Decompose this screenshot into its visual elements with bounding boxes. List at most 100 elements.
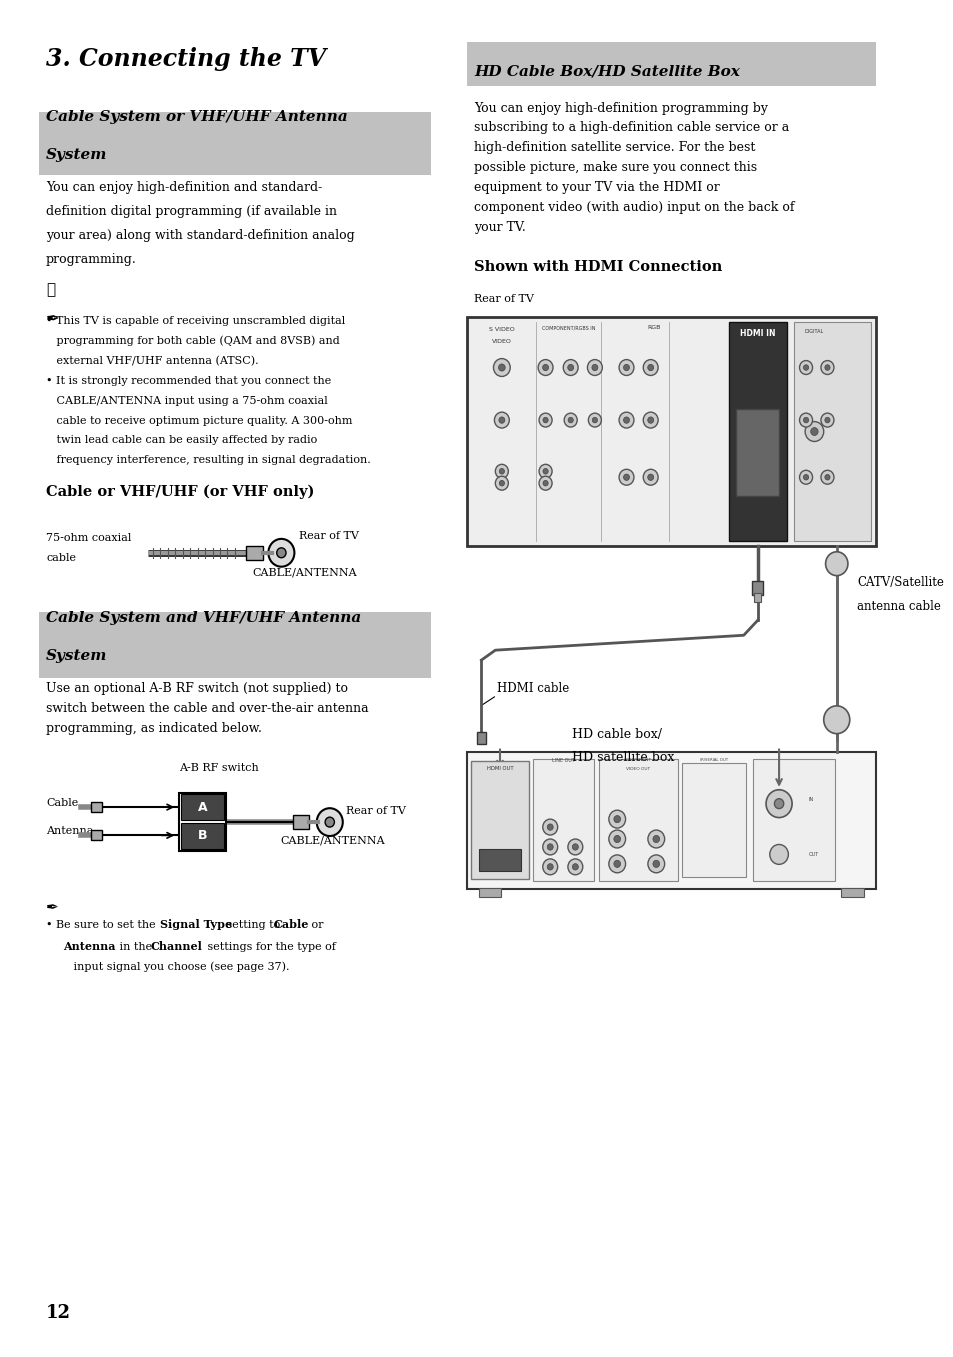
Bar	[246, 546, 262, 559]
Bar	[841, 887, 862, 897]
Circle shape	[799, 471, 812, 484]
Text: B: B	[197, 829, 207, 841]
Bar	[598, 760, 677, 881]
Text: Rear of TV: Rear of TV	[474, 294, 534, 304]
Circle shape	[802, 365, 808, 370]
Text: Antenna: Antenna	[63, 942, 115, 953]
Bar	[91, 830, 102, 840]
Circle shape	[542, 418, 548, 423]
Bar	[736, 408, 779, 495]
Circle shape	[608, 830, 625, 848]
Circle shape	[563, 413, 577, 427]
Circle shape	[652, 860, 659, 867]
Bar	[752, 760, 834, 881]
Circle shape	[495, 464, 508, 478]
Circle shape	[493, 358, 510, 376]
Circle shape	[765, 790, 791, 817]
Text: • Be sure to set the: • Be sure to set the	[46, 920, 159, 931]
Text: your area) along with standard-definition analog: your area) along with standard-definitio…	[46, 229, 355, 242]
Circle shape	[802, 475, 808, 480]
Text: CABLE/ANTENNA: CABLE/ANTENNA	[280, 836, 385, 845]
Circle shape	[495, 476, 508, 490]
Circle shape	[567, 418, 573, 423]
Text: Cable: Cable	[274, 920, 309, 931]
Text: COMPONENT: COMPONENT	[623, 757, 651, 761]
Circle shape	[799, 413, 812, 427]
Bar	[478, 887, 500, 897]
Bar	[181, 794, 223, 820]
Text: HDMI cable: HDMI cable	[497, 683, 569, 695]
Text: HD Cable Box/HD Satellite Box: HD Cable Box/HD Satellite Box	[474, 65, 739, 79]
Text: ✒: ✒	[46, 311, 60, 328]
Circle shape	[647, 417, 653, 423]
Text: Cable System or VHF/UHF Antenna: Cable System or VHF/UHF Antenna	[46, 110, 348, 125]
Circle shape	[810, 427, 818, 436]
Text: System: System	[46, 649, 108, 664]
Circle shape	[498, 417, 504, 423]
Circle shape	[769, 844, 787, 864]
Text: frequency interference, resulting in signal degradation.: frequency interference, resulting in sig…	[46, 456, 371, 465]
Circle shape	[642, 470, 658, 486]
Text: Cable System and VHF/UHF Antenna: Cable System and VHF/UHF Antenna	[46, 612, 361, 626]
Text: You can enjoy high-definition and standard-: You can enjoy high-definition and standa…	[46, 180, 322, 194]
Circle shape	[542, 859, 558, 875]
Circle shape	[316, 809, 342, 836]
Bar	[293, 816, 309, 829]
Circle shape	[824, 552, 847, 575]
Circle shape	[498, 468, 504, 474]
Text: 🖊: 🖊	[46, 282, 55, 297]
Circle shape	[276, 548, 286, 558]
Circle shape	[572, 863, 578, 870]
Text: component video (with audio) input on the back of: component video (with audio) input on th…	[474, 201, 794, 214]
Circle shape	[799, 361, 812, 375]
Text: HD cable box/: HD cable box/	[571, 727, 661, 741]
Bar	[91, 802, 102, 811]
Bar	[471, 761, 528, 879]
Circle shape	[647, 364, 653, 370]
Bar	[533, 760, 594, 881]
Text: setting to: setting to	[223, 920, 283, 931]
Circle shape	[647, 830, 664, 848]
Circle shape	[542, 364, 548, 370]
Bar	[466, 318, 875, 546]
Circle shape	[547, 863, 553, 870]
Circle shape	[618, 360, 634, 376]
Circle shape	[824, 418, 829, 423]
Circle shape	[547, 844, 553, 849]
Circle shape	[608, 810, 625, 828]
Text: DIGITAL: DIGITAL	[804, 330, 823, 334]
Circle shape	[647, 474, 653, 480]
Circle shape	[608, 855, 625, 873]
Bar	[728, 322, 785, 541]
Bar	[179, 794, 225, 851]
Circle shape	[567, 364, 573, 370]
Text: Signal Type: Signal Type	[159, 920, 232, 931]
Bar	[681, 764, 745, 877]
Text: settings for the type of: settings for the type of	[204, 942, 335, 953]
Text: VIDEO OUT: VIDEO OUT	[625, 768, 649, 771]
Circle shape	[623, 474, 629, 480]
Text: HD satellite box: HD satellite box	[571, 752, 673, 764]
Circle shape	[542, 468, 548, 474]
Text: IR/SERIAL OUT: IR/SERIAL OUT	[700, 757, 727, 761]
Bar	[753, 593, 760, 603]
Bar	[751, 581, 762, 594]
Circle shape	[498, 364, 505, 370]
Text: S VIDEO: S VIDEO	[489, 327, 515, 332]
Text: RGB: RGB	[647, 326, 660, 330]
Circle shape	[642, 413, 658, 427]
Text: IN: IN	[808, 797, 813, 802]
Text: HDMI IN: HDMI IN	[740, 330, 775, 338]
Text: CABLE/ANTENNA: CABLE/ANTENNA	[253, 567, 356, 578]
Bar	[476, 731, 485, 744]
Bar	[478, 849, 521, 871]
Text: input signal you choose (see page 37).: input signal you choose (see page 37).	[63, 962, 289, 972]
Text: switch between the cable and over-the-air antenna: switch between the cable and over-the-ai…	[46, 702, 368, 715]
Text: cable: cable	[46, 552, 76, 563]
Circle shape	[822, 706, 849, 734]
Text: high-definition satellite service. For the best: high-definition satellite service. For t…	[474, 141, 755, 155]
Circle shape	[538, 476, 552, 490]
Text: CATV/Satellite: CATV/Satellite	[857, 575, 943, 589]
Text: Use an optional A-B RF switch (not supplied) to: Use an optional A-B RF switch (not suppl…	[46, 683, 348, 695]
Circle shape	[821, 361, 833, 375]
